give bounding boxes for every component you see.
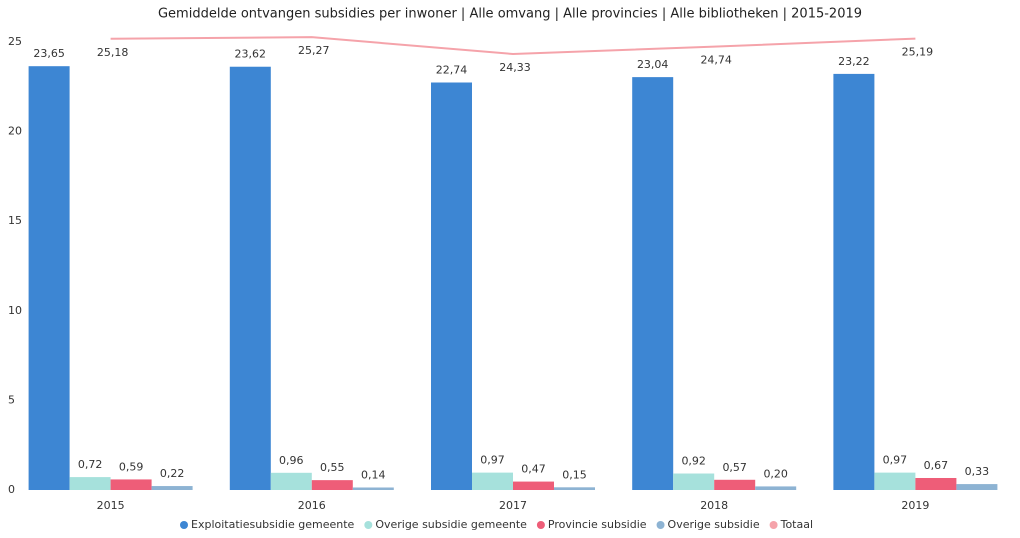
data-label: 24,33 — [499, 61, 531, 74]
bar — [673, 473, 715, 490]
data-label: 25,19 — [902, 46, 934, 59]
data-label: 0,57 — [722, 461, 747, 474]
bar — [956, 484, 998, 490]
data-label: 23,04 — [637, 58, 669, 71]
data-label: 0,33 — [965, 465, 990, 478]
x-tick-label: 2016 — [298, 499, 326, 512]
data-label: 0,67 — [924, 459, 949, 472]
y-tick-label: 10 — [8, 304, 22, 317]
chart-title: Gemiddelde ontvangen subsidies per inwon… — [158, 7, 862, 22]
y-tick-label: 5 — [8, 393, 15, 406]
bar — [431, 82, 472, 490]
bar — [352, 487, 394, 490]
y-tick-label: 0 — [8, 483, 15, 496]
bar — [714, 479, 756, 490]
data-label: 0,72 — [78, 458, 103, 471]
bar — [513, 481, 554, 490]
data-label: 25,27 — [298, 44, 330, 57]
legend-label: Totaal — [780, 518, 813, 531]
legend-marker — [180, 521, 188, 529]
data-label: 23,22 — [838, 55, 870, 68]
bar — [28, 66, 70, 490]
legend-label: Exploitatiesubsidie gemeente — [191, 518, 355, 531]
y-tick-label: 25 — [8, 35, 22, 48]
x-tick-label: 2019 — [901, 499, 929, 512]
data-label: 23,65 — [33, 47, 65, 60]
bar — [915, 477, 957, 490]
bar — [554, 487, 595, 490]
data-label: 0,97 — [480, 454, 505, 467]
data-label: 0,14 — [361, 468, 386, 481]
data-label: 0,22 — [160, 467, 185, 480]
bar — [833, 73, 875, 491]
legend-marker — [769, 521, 778, 529]
data-label: 0,47 — [521, 463, 546, 476]
data-label: 0,97 — [883, 454, 908, 467]
legend-marker — [656, 521, 665, 529]
bar — [632, 77, 674, 490]
bar — [755, 486, 797, 490]
data-label: 0,55 — [320, 461, 345, 474]
data-label: 23,62 — [235, 48, 267, 61]
y-tick-label: 20 — [8, 125, 22, 138]
bar — [229, 66, 271, 490]
legend-label: Overige subsidie gemeente — [375, 518, 527, 531]
bar — [874, 472, 916, 490]
legend-marker — [364, 521, 373, 529]
data-label: 0,15 — [562, 468, 587, 481]
y-tick-label: 15 — [8, 214, 22, 227]
bar — [472, 472, 513, 490]
data-label: 25,18 — [97, 46, 129, 59]
data-label: 24,74 — [700, 54, 732, 67]
bar — [110, 479, 152, 490]
bar — [311, 480, 353, 490]
x-tick-label: 2018 — [700, 499, 728, 512]
bar — [151, 486, 193, 490]
bar — [270, 472, 312, 490]
line — [110, 36, 916, 56]
data-label: 0,96 — [279, 454, 304, 467]
data-label: 0,20 — [763, 467, 788, 480]
legend-label: Overige subsidie — [668, 518, 760, 531]
x-tick-label: 2015 — [97, 499, 125, 512]
data-label: 0,92 — [681, 455, 706, 468]
data-label: 0,59 — [119, 460, 144, 473]
data-label: 22,74 — [436, 63, 468, 76]
x-tick-label: 2017 — [499, 499, 527, 512]
legend-label: Provincie subsidie — [548, 518, 647, 531]
bar — [69, 477, 111, 490]
legend-marker — [536, 521, 545, 529]
